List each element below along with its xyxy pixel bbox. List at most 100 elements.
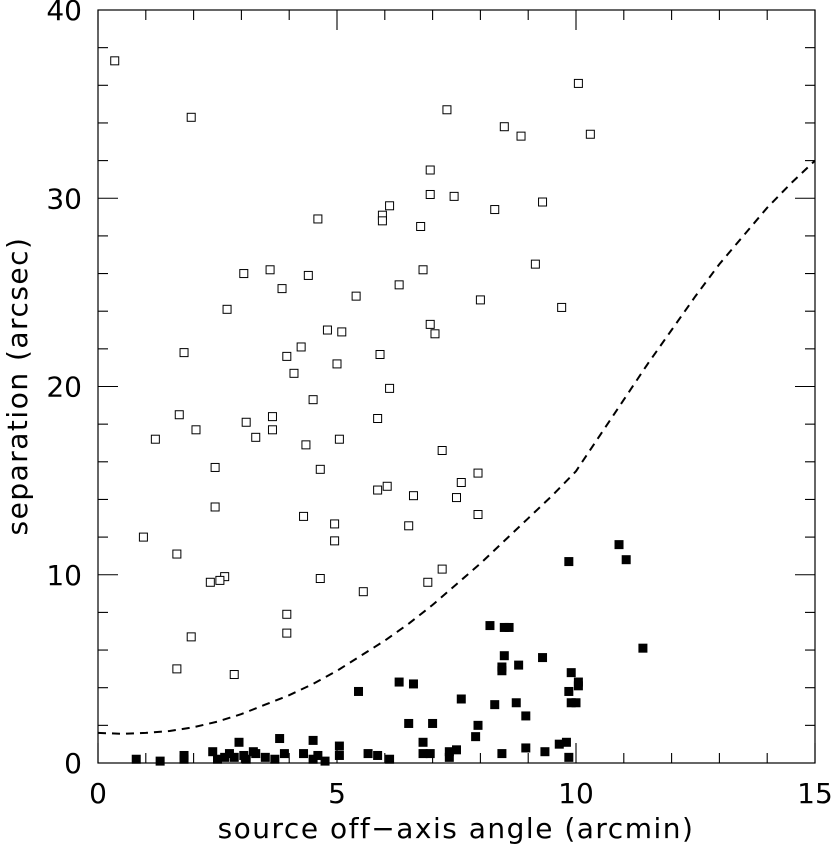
filled-square-point bbox=[179, 754, 189, 764]
open-square-point bbox=[408, 491, 418, 501]
open-square-point bbox=[308, 395, 318, 405]
filled-square-point bbox=[485, 621, 495, 631]
x-tick-label: 10 bbox=[558, 777, 594, 810]
open-square-point bbox=[229, 670, 239, 680]
filled-square-point bbox=[540, 747, 550, 757]
open-square-point bbox=[351, 291, 361, 301]
filled-square-point bbox=[490, 700, 500, 710]
filled-square-point bbox=[363, 749, 373, 759]
open-square-point bbox=[373, 414, 383, 424]
open-square-point bbox=[172, 664, 182, 674]
open-square-point bbox=[138, 532, 148, 542]
filled-square-point bbox=[418, 737, 428, 747]
open-square-point bbox=[425, 165, 435, 175]
open-square-point bbox=[394, 280, 404, 290]
open-square-point bbox=[456, 478, 466, 488]
open-square-point bbox=[303, 270, 313, 280]
filled-square-point bbox=[473, 720, 483, 730]
open-square-point bbox=[239, 269, 249, 279]
open-square-point bbox=[358, 587, 368, 597]
open-square-point bbox=[449, 191, 459, 201]
open-square-point bbox=[382, 481, 392, 491]
filled-square-point bbox=[444, 752, 454, 762]
filled-square-point bbox=[514, 660, 524, 670]
open-square-point bbox=[282, 628, 292, 638]
open-square-point bbox=[425, 189, 435, 199]
open-square-point bbox=[377, 216, 387, 226]
open-square-point bbox=[299, 511, 309, 521]
open-square-point bbox=[375, 349, 385, 359]
filled-square-point bbox=[614, 540, 624, 550]
open-square-point bbox=[265, 265, 275, 275]
open-square-point bbox=[210, 502, 220, 512]
filled-square-point bbox=[208, 747, 218, 757]
filled-square-point bbox=[213, 754, 222, 764]
open-square-point bbox=[418, 265, 428, 275]
filled-square-point bbox=[511, 698, 521, 708]
filled-square-point bbox=[229, 752, 239, 762]
filled-square-point bbox=[251, 749, 261, 759]
detection-threshold-curve bbox=[97, 159, 816, 735]
open-square-point bbox=[150, 434, 160, 444]
filled-square-point bbox=[621, 555, 631, 565]
axis-ticks bbox=[97, 9, 816, 764]
plot-marks bbox=[97, 56, 816, 766]
y-tick-label: 0 bbox=[64, 747, 82, 780]
open-square-point bbox=[191, 425, 201, 435]
open-square-point bbox=[334, 434, 344, 444]
open-square-point bbox=[205, 577, 215, 587]
open-square-point bbox=[277, 284, 287, 294]
x-tick-label: 15 bbox=[797, 777, 831, 810]
open-square-point bbox=[475, 295, 485, 305]
filled-square-point bbox=[241, 754, 251, 764]
filled-square-point bbox=[270, 754, 280, 764]
filled-square-point bbox=[497, 666, 507, 676]
open-square-point bbox=[385, 383, 395, 393]
open-square-point bbox=[538, 197, 548, 207]
open-square-point bbox=[473, 510, 483, 520]
filled-square-point bbox=[504, 622, 514, 632]
open-square-point bbox=[330, 536, 340, 546]
open-square-point bbox=[430, 329, 440, 339]
open-square-point bbox=[473, 468, 483, 478]
x-tick-label: 5 bbox=[328, 777, 346, 810]
filled-square-point bbox=[234, 737, 244, 747]
plot-frame bbox=[97, 9, 816, 764]
open-square-point bbox=[174, 410, 184, 420]
filled-square-point bbox=[275, 734, 285, 744]
x-axis-label: source off−axis angle (arcmin) bbox=[218, 812, 695, 845]
open-square-point bbox=[315, 574, 325, 584]
filled-square-point bbox=[279, 749, 289, 759]
filled-square-point bbox=[131, 754, 141, 764]
filled-square-point bbox=[638, 643, 648, 653]
open-square-point bbox=[301, 440, 311, 450]
open-square-point bbox=[442, 105, 452, 115]
filled-square-point bbox=[385, 754, 395, 764]
open-square-point bbox=[179, 348, 189, 358]
open-square-point bbox=[215, 575, 225, 585]
filled-square-point bbox=[521, 743, 531, 753]
open-square-point bbox=[313, 214, 323, 224]
filled-square-point bbox=[408, 679, 418, 689]
filled-square-point bbox=[334, 750, 344, 760]
filled-square-point bbox=[521, 711, 531, 721]
filled-square-point bbox=[320, 756, 330, 766]
open-square-point bbox=[437, 564, 447, 574]
open-square-point bbox=[585, 129, 595, 139]
filled-square-point bbox=[538, 653, 548, 663]
open-square-point bbox=[282, 351, 292, 361]
filled-square-point bbox=[404, 718, 414, 728]
filled-square-point bbox=[334, 741, 344, 751]
y-tick-label: 20 bbox=[46, 371, 82, 404]
filled-square-point bbox=[564, 752, 574, 762]
filled-square-point bbox=[566, 668, 576, 678]
open-square-point bbox=[315, 464, 325, 474]
axis-tick-labels: 0 5 10 15 0 10 20 30 40 bbox=[46, 0, 831, 810]
filled-square-point bbox=[373, 750, 383, 760]
open-square-point bbox=[267, 412, 277, 422]
open-square-point bbox=[241, 417, 251, 427]
open-square-point bbox=[404, 521, 414, 531]
open-square-point bbox=[296, 342, 306, 352]
filled-square-point bbox=[299, 749, 309, 759]
x-tick-label: 0 bbox=[89, 777, 107, 810]
